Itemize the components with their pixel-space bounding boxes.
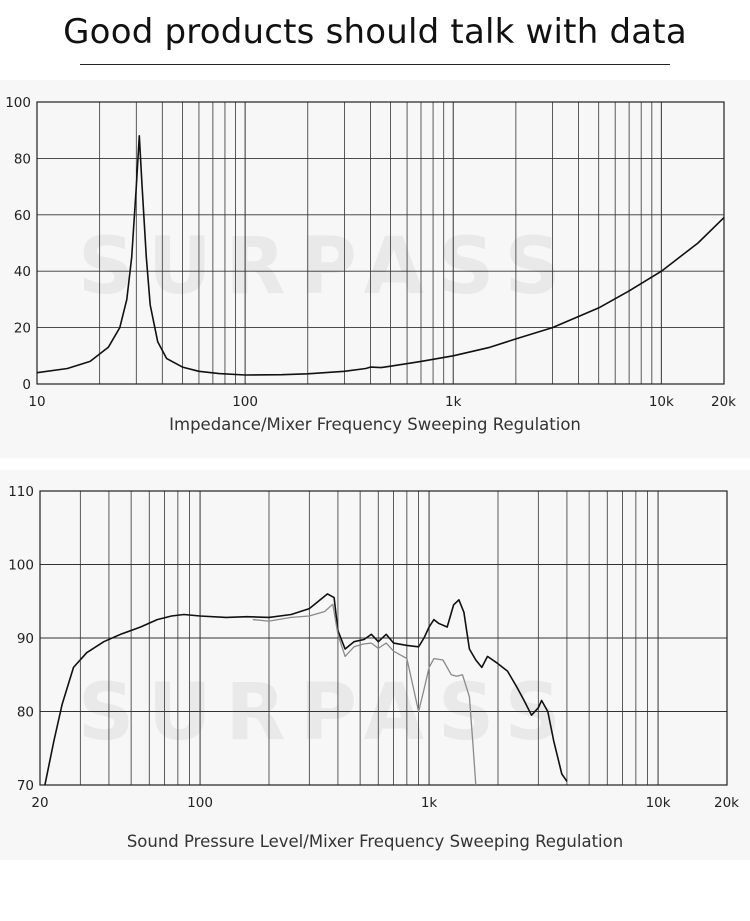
watermark-logo: SURPASS xyxy=(78,222,575,312)
page-title: Good products should talk with data xyxy=(63,12,687,52)
page-header: Good products should talk with data xyxy=(0,0,750,78)
chart-caption: Sound Pressure Level/Mixer Frequency Swe… xyxy=(126,832,624,851)
chart-caption: Impedance/Mixer Frequency Sweeping Regul… xyxy=(169,415,581,434)
spl-panel xyxy=(0,470,750,860)
title-underline xyxy=(80,64,670,65)
watermark-logo: SURPASS xyxy=(78,668,575,758)
